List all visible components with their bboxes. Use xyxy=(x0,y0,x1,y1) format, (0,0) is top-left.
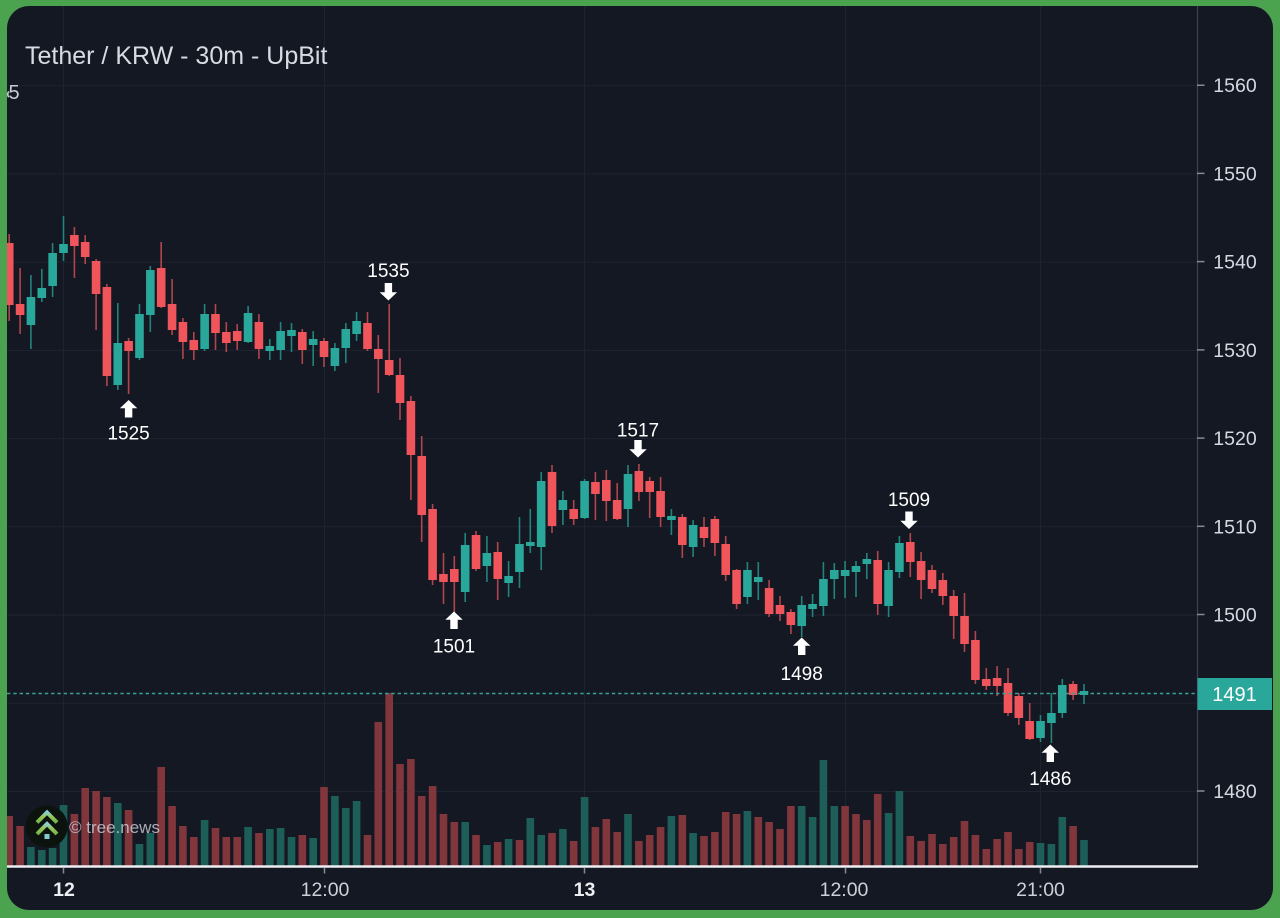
svg-text:1517: 1517 xyxy=(617,421,659,442)
svg-text:1540: 1540 xyxy=(1213,252,1257,274)
svg-text:Tether / KRW - 30m - UpBit: Tether / KRW - 30m - UpBit xyxy=(25,42,327,70)
svg-text:21:00: 21:00 xyxy=(1016,879,1065,901)
svg-text:1535: 1535 xyxy=(367,261,409,282)
svg-text:1498: 1498 xyxy=(781,664,823,685)
svg-text:© tree.news: © tree.news xyxy=(69,818,160,837)
svg-text:1480: 1480 xyxy=(1213,781,1257,803)
svg-text:13: 13 xyxy=(574,879,596,901)
svg-text:1550: 1550 xyxy=(1213,163,1257,185)
svg-text:1530: 1530 xyxy=(1213,340,1257,362)
svg-text:5: 5 xyxy=(9,82,20,104)
svg-text:1500: 1500 xyxy=(1213,605,1257,627)
svg-text:1520: 1520 xyxy=(1213,428,1257,450)
svg-text:1560: 1560 xyxy=(1213,75,1257,97)
svg-text:12:00: 12:00 xyxy=(820,879,869,901)
svg-text:1501: 1501 xyxy=(433,637,475,658)
svg-text:12:00: 12:00 xyxy=(301,879,350,901)
svg-text:12: 12 xyxy=(53,879,75,901)
svg-text:1525: 1525 xyxy=(107,424,149,445)
svg-text:1486: 1486 xyxy=(1029,769,1071,790)
svg-text:1491: 1491 xyxy=(1212,684,1257,706)
svg-text:1510: 1510 xyxy=(1213,516,1257,538)
svg-text:1509: 1509 xyxy=(888,490,930,511)
